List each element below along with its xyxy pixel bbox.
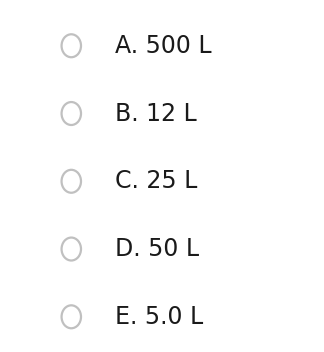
Text: C. 25 L: C. 25 L [115, 169, 197, 193]
Ellipse shape [62, 102, 81, 125]
Ellipse shape [62, 305, 81, 328]
Ellipse shape [62, 170, 81, 193]
Text: B. 12 L: B. 12 L [115, 101, 197, 126]
Text: D. 50 L: D. 50 L [115, 237, 199, 261]
Text: A. 500 L: A. 500 L [115, 34, 212, 58]
Text: E. 5.0 L: E. 5.0 L [115, 305, 203, 329]
Ellipse shape [62, 238, 81, 260]
Ellipse shape [62, 34, 81, 57]
